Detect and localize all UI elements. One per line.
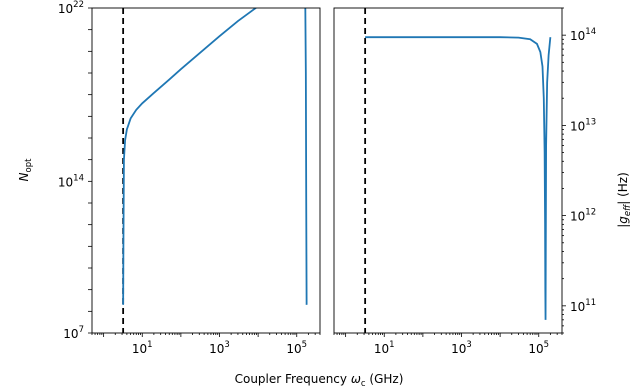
right-x-tick-label: 101 — [374, 340, 395, 356]
left-panel: 101 103 105 107 1014 1022 Nopt — [17, 0, 321, 356]
shared-x-axis-label: Coupler Frequency ωc (GHz) — [235, 372, 404, 389]
right-series-line — [365, 36, 552, 320]
right-y-tick-label: 1011 — [570, 298, 596, 314]
right-panel: 101 103 105 1011 1012 1013 1014 |geff| (Hz) — [333, 7, 633, 356]
right-y-tick-label: 1014 — [570, 27, 596, 43]
left-y-ticks: 107 1014 1022 — [58, 0, 92, 341]
left-x-ticks: 101 103 105 — [91, 333, 321, 356]
right-axes-frame — [333, 7, 563, 334]
right-x-tick-label: 103 — [451, 340, 472, 356]
right-y-axis-label: |geff| (Hz) — [616, 172, 633, 228]
left-y-tick-label: 107 — [63, 325, 84, 341]
right-x-ticks: 101 103 105 — [333, 333, 563, 356]
left-y-tick-label: 1022 — [58, 0, 84, 16]
right-y-tick-label: 1012 — [570, 208, 596, 224]
left-axes-frame — [91, 7, 321, 334]
right-x-tick-label: 105 — [528, 340, 549, 356]
left-y-axis-label: Nopt — [17, 158, 34, 182]
left-series-line — [122, 8, 308, 305]
left-x-tick-label: 101 — [132, 340, 153, 356]
left-x-tick-label: 105 — [286, 340, 307, 356]
right-y-tick-label: 1013 — [570, 117, 596, 133]
left-y-tick-label: 1014 — [58, 173, 84, 189]
right-y-ticks: 1011 1012 1013 1014 — [562, 7, 596, 334]
left-x-tick-label: 103 — [209, 340, 230, 356]
